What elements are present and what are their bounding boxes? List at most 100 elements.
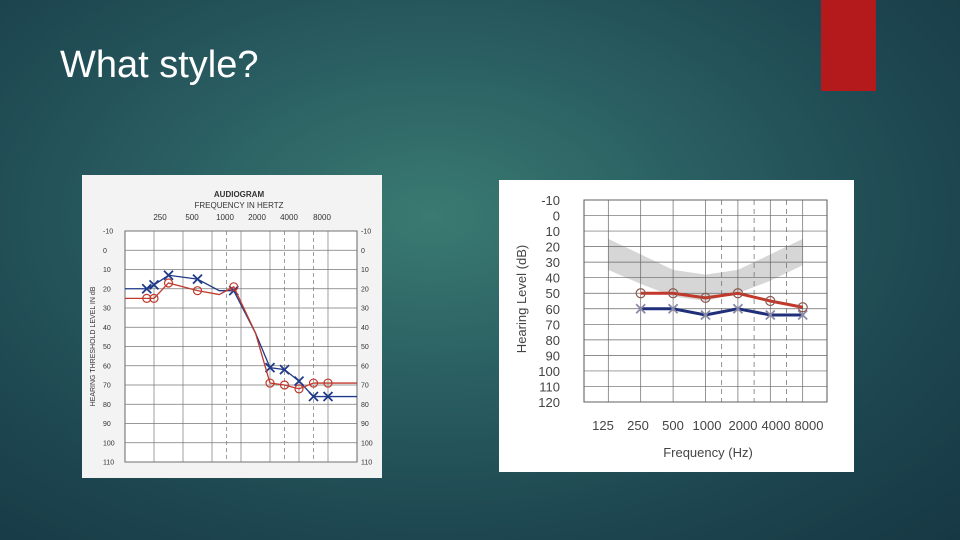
data-point-x: [797, 309, 808, 321]
series-left-ear: [635, 303, 808, 321]
y-tick-label-left: -10: [103, 229, 113, 236]
data-point-circle: [279, 380, 290, 390]
y-tick-label: 40: [546, 271, 560, 286]
data-point-x: [293, 376, 305, 387]
x-tick-label: 4000: [280, 213, 298, 222]
y-tick-label: 90: [546, 348, 560, 363]
y-tick-label-right: 20: [361, 286, 369, 293]
x-tick-label: 500: [185, 213, 199, 222]
x-tick-label: 1000: [216, 213, 234, 222]
y-tick-label-right: 80: [361, 402, 369, 409]
data-point-circle: [765, 295, 776, 307]
audiogram-chart-left: -10 -10 0 0 10 10 20 20 30 30 40 40 50 50 60 60 70 70 80 80…: [82, 175, 382, 478]
y-tick-label-left: 0: [103, 248, 107, 255]
y-tick-label: -10: [541, 193, 560, 208]
y-tick-label-left: 110: [103, 460, 114, 467]
data-point-x: [635, 303, 646, 314]
audiogram-left-svg: -10 -10 0 0 10 10 20 20 30 30 40 40 50 50 60 60 70 70 80 80…: [90, 190, 373, 467]
y-axis-label: Hearing Level (dB): [514, 245, 529, 353]
data-point-circle: [192, 286, 203, 296]
y-tick-label-right: 0: [361, 248, 365, 255]
y-tick-label-left: 100: [103, 440, 115, 447]
data-point-x: [279, 364, 290, 375]
chart-subtitle: FREQUENCY IN HERTZ: [194, 201, 283, 210]
y-tick-label-right: 40: [361, 325, 369, 332]
y-tick-label-left: 90: [103, 421, 111, 428]
y-tick-label-left: 70: [103, 383, 111, 390]
y-tick-label-right: -10: [361, 229, 371, 236]
x-tick-label: 250: [627, 418, 649, 433]
y-tick-label-right: 90: [361, 421, 369, 428]
y-tick-label-left: 10: [103, 267, 111, 274]
data-point-x: [308, 391, 319, 402]
data-point-x: [667, 303, 679, 314]
y-tick-label-right: 100: [361, 440, 373, 447]
series-right-ear: [635, 288, 808, 313]
y-tick-label-right: 50: [361, 344, 369, 351]
y-tick-label-right: 10: [361, 267, 369, 274]
accent-bar: [821, 0, 876, 91]
data-point-circle: [732, 288, 743, 299]
series-line: [640, 307, 803, 317]
data-point-circle: [308, 378, 319, 388]
y-tick-label: 10: [546, 224, 560, 239]
data-point-circle: [294, 384, 304, 394]
y-tick-label-right: 60: [361, 363, 369, 370]
chart-title: AUDIOGRAM: [214, 190, 265, 199]
y-tick-label: 30: [546, 255, 560, 270]
y-tick-label-left: 80: [103, 402, 111, 409]
y-tick-label-left: 60: [103, 363, 111, 370]
y-tick-label: 70: [546, 317, 560, 332]
y-tick-label: 20: [546, 240, 560, 255]
x-tick-label: 125: [592, 418, 614, 433]
y-tick-label: 120: [538, 395, 560, 410]
y-tick-label: 110: [539, 379, 560, 394]
x-tick-label: 8000: [313, 213, 331, 222]
data-point-x: [322, 391, 334, 402]
y-tick-label-right: 110: [361, 460, 372, 467]
x-tick-label: 2000: [248, 213, 266, 222]
data-point-circle: [635, 288, 646, 299]
data-point-x: [141, 283, 152, 294]
y-tick-label: 80: [546, 333, 560, 348]
data-point-circle: [142, 293, 152, 303]
data-point-circle: [668, 288, 679, 299]
y-tick-label: 100: [538, 364, 560, 379]
y-axis-label: HEARING THRESHOLD LEVEL IN dB: [90, 286, 97, 406]
x-tick-label: 1000: [693, 418, 722, 433]
series-right-ear: [125, 278, 357, 394]
data-point-circle: [149, 293, 159, 303]
y-tick-label: 60: [546, 302, 560, 317]
y-tick-label-right: 30: [361, 306, 369, 313]
data-point-x: [148, 279, 160, 291]
data-point-circle: [265, 378, 275, 388]
x-tick-label: 500: [662, 418, 684, 433]
data-point-circle: [229, 282, 239, 292]
y-tick-label-left: 50: [103, 344, 111, 351]
y-tick-label-left: 40: [103, 325, 111, 332]
x-tick-label: 4000: [762, 418, 791, 433]
audiogram-chart-right: -10 0 10 20 30 40 50 60 70 80 90 100 110 120 125 250 500…: [499, 180, 854, 472]
x-axis-label: Frequency (Hz): [663, 445, 753, 460]
series-line: [640, 291, 803, 309]
y-tick-label-left: 30: [103, 306, 111, 313]
data-point-circle: [797, 302, 808, 313]
series-line: [146, 282, 328, 390]
slide-title: What style?: [60, 44, 259, 86]
data-point-x: [765, 309, 776, 321]
x-tick-label: 8000: [795, 418, 824, 433]
y-tick-label: 0: [553, 209, 560, 224]
data-point-x: [732, 303, 744, 314]
y-tick-label: 50: [546, 286, 560, 301]
x-tick-label: 2000: [729, 418, 758, 433]
x-tick-label: 250: [153, 213, 167, 222]
data-point-x: [163, 270, 174, 281]
y-tick-label-left: 20: [103, 286, 111, 293]
data-point-circle: [323, 378, 333, 388]
data-point-circle: [700, 292, 711, 303]
y-tick-label-right: 70: [361, 383, 369, 390]
data-point-x: [192, 273, 203, 285]
data-point-x: [700, 309, 711, 321]
data-point-circle: [163, 278, 174, 288]
